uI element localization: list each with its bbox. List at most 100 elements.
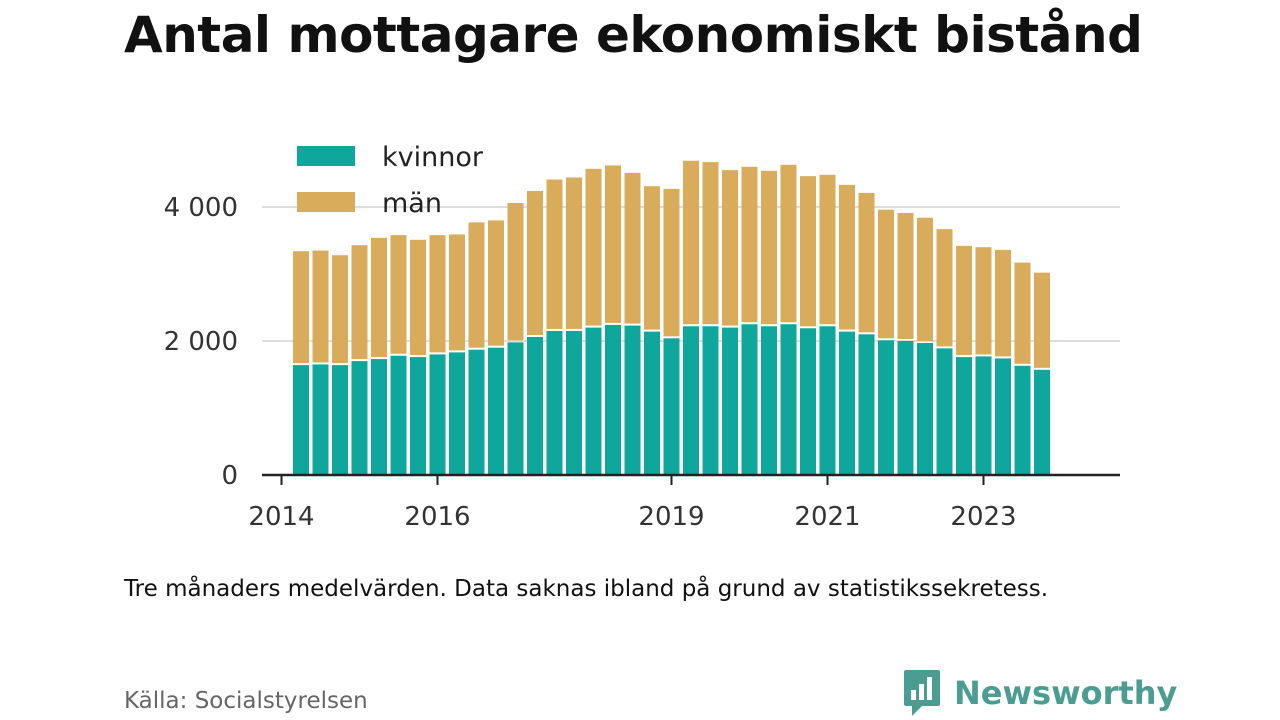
bar-kvinnor — [663, 338, 680, 475]
bar-kvinnor — [546, 330, 563, 475]
bar-man — [897, 213, 914, 339]
bar-man — [839, 184, 855, 330]
bar-man — [780, 164, 797, 323]
y-tick-label: 2 000 — [164, 327, 238, 357]
bar-kvinnor — [1034, 369, 1050, 475]
source-label: Källa: Socialstyrelsen — [124, 688, 368, 714]
bar-man — [741, 166, 758, 323]
bar-man — [702, 162, 719, 325]
bar-man — [332, 255, 348, 364]
bar-kvinnor — [449, 352, 465, 475]
bar-kvinnor — [819, 326, 836, 475]
bar-kvinnor — [644, 331, 660, 475]
bar-kvinnor — [566, 330, 582, 475]
bar-kvinnor — [1014, 365, 1031, 475]
bar-kvinnor — [722, 327, 738, 475]
bar-kvinnor — [780, 324, 797, 475]
x-tick-label: 2023 — [950, 502, 1016, 532]
bar-man — [507, 202, 524, 341]
bar-kvinnor — [683, 326, 699, 475]
bar-kvinnor — [800, 328, 816, 475]
bar-man — [351, 245, 368, 360]
brand-logo: Newsworthy — [902, 668, 1177, 718]
bar-kvinnor — [468, 349, 485, 475]
legend-swatch — [297, 146, 355, 166]
bar-kvinnor — [975, 356, 992, 475]
x-tick-label: 2019 — [638, 502, 704, 532]
bar-man — [371, 237, 387, 358]
bar-man — [390, 235, 407, 354]
bar-man — [819, 174, 836, 325]
bar-man — [488, 220, 504, 346]
bar-kvinnor — [332, 365, 348, 475]
brand-name: Newsworthy — [954, 674, 1178, 712]
chart-title: Antal mottagare ekonomiskt bistånd — [124, 6, 1143, 64]
bar-kvinnor — [839, 331, 855, 475]
legend: kvinnor män — [297, 142, 484, 219]
bar-man — [1014, 262, 1031, 364]
bar-man — [429, 235, 446, 353]
bar-kvinnor — [371, 359, 387, 475]
bar-man — [663, 188, 680, 337]
bar-man — [605, 165, 621, 323]
bar-kvinnor — [351, 361, 368, 475]
bar-kvinnor — [293, 365, 309, 475]
bar-man — [975, 247, 992, 355]
bar-kvinnor — [527, 336, 543, 475]
chart-speech-bubble-icon — [904, 670, 940, 716]
bar-man — [312, 250, 329, 363]
bar-kvinnor — [956, 357, 972, 475]
bar-man — [468, 222, 485, 348]
bar-kvinnor — [410, 357, 426, 475]
bar-man — [878, 209, 894, 339]
bar-kvinnor — [917, 343, 933, 475]
bar-man — [936, 229, 953, 347]
bar-man — [527, 190, 543, 335]
bar-man — [858, 192, 875, 333]
bar-kvinnor — [761, 326, 777, 475]
bar-kvinnor — [312, 364, 329, 475]
bar-kvinnor — [897, 341, 914, 475]
bar-man — [293, 251, 309, 364]
bar-kvinnor — [429, 354, 446, 475]
bar-man — [800, 176, 816, 327]
bar-kvinnor — [741, 324, 758, 475]
bar-kvinnor — [507, 342, 524, 475]
bar-man — [683, 160, 699, 325]
legend-swatch — [297, 192, 355, 212]
bar-kvinnor — [878, 340, 894, 475]
bar-man — [566, 177, 582, 329]
bar-man — [917, 217, 933, 342]
x-tick-label: 2021 — [794, 502, 860, 532]
stacked-bar-chart: 0 2 000 4 000 2014 2016 2019 2021 2023 kvinnor m… — [164, 142, 1120, 532]
bar-man — [449, 234, 465, 351]
legend-label: kvinnor — [382, 142, 484, 173]
bar-kvinnor — [390, 355, 407, 475]
bar-kvinnor — [858, 334, 875, 475]
legend-label: män — [382, 188, 442, 219]
bar-man — [644, 186, 660, 330]
bar-man — [722, 170, 738, 326]
bar-man — [956, 245, 972, 356]
y-tick-label: 4 000 — [164, 193, 238, 223]
chart-note: Tre månaders medelvärden. Data saknas ib… — [124, 576, 1049, 602]
x-tick-label: 2016 — [404, 502, 470, 532]
bar-man — [1034, 272, 1050, 368]
bar-kvinnor — [488, 347, 504, 475]
bar-man — [761, 170, 777, 325]
bar-kvinnor — [995, 358, 1011, 475]
bar-man — [624, 172, 641, 324]
bars — [293, 160, 1050, 475]
bar-kvinnor — [585, 327, 602, 475]
bar-man — [410, 239, 426, 356]
bar-kvinnor — [605, 324, 621, 475]
bar-man — [546, 179, 563, 329]
bar-kvinnor — [936, 348, 953, 475]
y-tick-label: 0 — [221, 461, 238, 491]
bar-kvinnor — [624, 325, 641, 475]
bar-man — [585, 168, 602, 326]
x-tick-label: 2014 — [248, 502, 314, 532]
bar-man — [995, 249, 1011, 357]
axes: 0 2 000 4 000 2014 2016 2019 2021 2023 — [164, 193, 1120, 532]
bar-kvinnor — [702, 326, 719, 475]
